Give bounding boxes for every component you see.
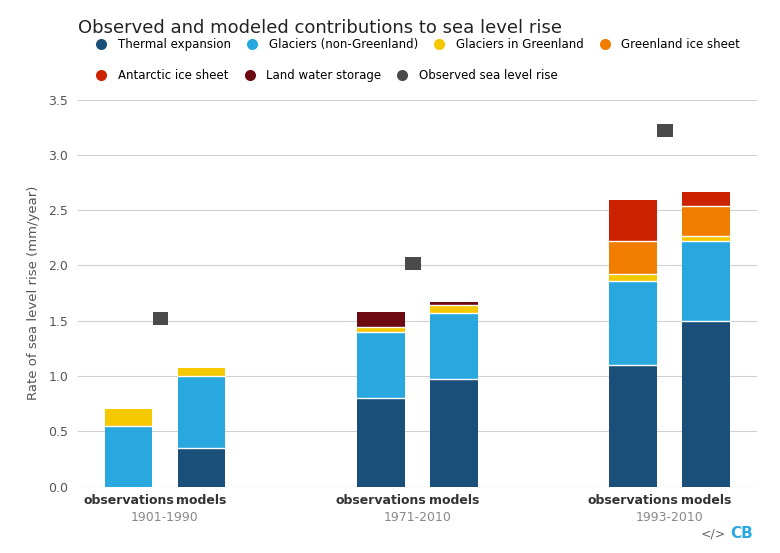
Bar (609, 281, 657, 365)
Bar (105, 426, 152, 487)
Bar (105, 409, 152, 426)
Text: </>: </> (700, 528, 725, 541)
Bar (356, 332, 405, 398)
Bar (405, 257, 420, 270)
Bar (682, 236, 730, 241)
Bar (430, 313, 478, 379)
Bar (682, 206, 730, 236)
Text: Observed and modeled contributions to sea level rise: Observed and modeled contributions to se… (78, 19, 562, 37)
Bar (682, 321, 730, 487)
Text: 1901-1990: 1901-1990 (131, 511, 199, 524)
Bar (178, 368, 225, 376)
Bar (356, 327, 405, 332)
Bar (153, 312, 168, 325)
Bar (609, 241, 657, 274)
Bar (356, 398, 405, 487)
Bar (609, 274, 657, 281)
Legend: Antarctic ice sheet, Land water storage, Observed sea level rise: Antarctic ice sheet, Land water storage,… (85, 65, 562, 87)
Bar (430, 302, 478, 305)
Bar (609, 365, 657, 487)
Bar (658, 124, 673, 137)
Bar (178, 376, 225, 448)
Bar (609, 200, 657, 241)
Bar (682, 241, 730, 321)
Text: 1971-2010: 1971-2010 (383, 511, 452, 524)
Bar (178, 448, 225, 487)
Bar (356, 312, 405, 327)
Bar (430, 379, 478, 487)
Bar (430, 305, 478, 313)
Y-axis label: Rate of sea level rise (mm/year): Rate of sea level rise (mm/year) (27, 186, 40, 400)
Bar (682, 192, 730, 206)
Text: 1993-2010: 1993-2010 (636, 511, 704, 524)
Text: CB: CB (730, 526, 753, 541)
